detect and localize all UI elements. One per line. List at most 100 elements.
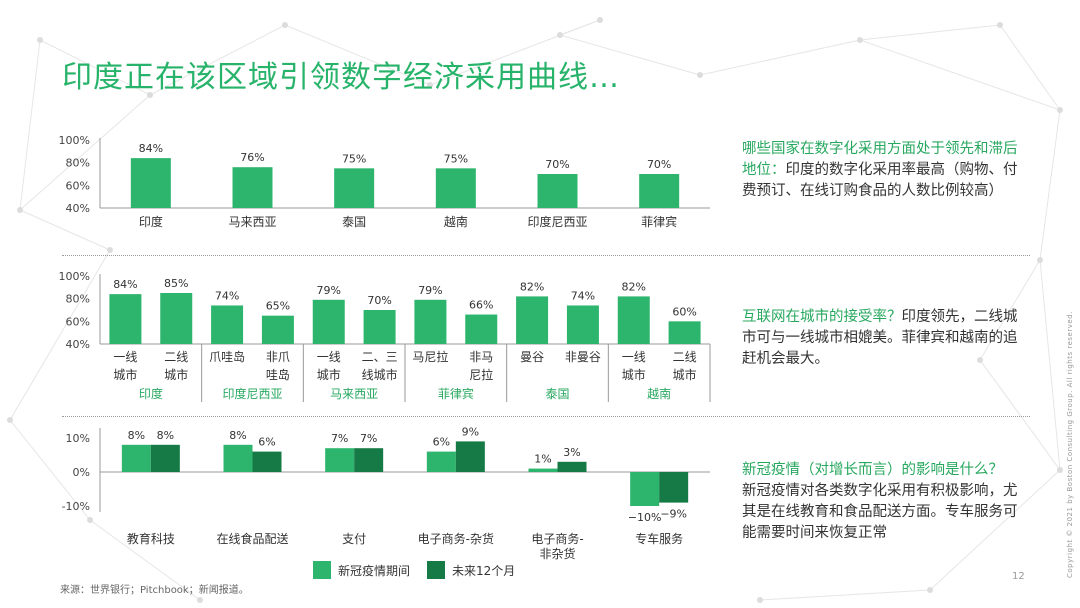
network-node (147, 92, 153, 98)
data-label: 79% (317, 284, 341, 297)
data-label: 75% (444, 152, 468, 165)
bar (668, 321, 701, 344)
data-label: 8% (128, 429, 145, 442)
data-label: 85% (164, 277, 188, 290)
network-node (857, 37, 863, 43)
page-number: 12 (1012, 571, 1025, 582)
network-node (87, 517, 93, 523)
network-line (979, 359, 1061, 471)
network-node (977, 357, 983, 363)
data-label: 8% (157, 429, 174, 442)
network-node (107, 247, 113, 253)
group-label: 越南 (647, 386, 671, 401)
category-label: 二、三 (362, 350, 398, 364)
network-node (1037, 257, 1043, 263)
chart-covid-impact: 10% 0% -10% 8% 8% 教育科技 8% 6% 在线食品配送 7% 7% 支付 6% 9% 电子商… (62, 425, 710, 561)
group-label: 泰国 (545, 387, 569, 401)
bar (557, 461, 587, 472)
bar (354, 448, 384, 472)
category-label: 泰国 (342, 215, 366, 229)
category-label: 曼谷 (520, 350, 544, 364)
category-label: 哇岛 (266, 367, 290, 382)
network-node (197, 597, 203, 603)
data-label: 76% (240, 151, 264, 164)
bar (617, 296, 650, 344)
network-line (929, 469, 1061, 591)
network-line (19, 209, 111, 251)
category-label: 非马 (469, 350, 493, 364)
data-label: −9% (660, 508, 687, 521)
y-tick-label: 100% (59, 134, 90, 147)
bar (121, 444, 151, 472)
data-label: 84% (139, 142, 163, 155)
network-line (89, 519, 201, 601)
data-label: 82% (520, 280, 544, 293)
bar (211, 305, 244, 344)
category-label: 在线食品配送 (216, 531, 288, 546)
network-node (697, 72, 703, 78)
network-line (699, 39, 861, 76)
data-label: 84% (113, 278, 137, 291)
legend-swatch (313, 561, 331, 579)
data-label: 1% (534, 453, 551, 466)
bar (252, 451, 282, 472)
data-label: 82% (622, 280, 646, 293)
bar (334, 168, 375, 208)
bar (639, 174, 680, 208)
category-label: 越南 (444, 214, 468, 229)
y-tick-label: 40% (66, 338, 90, 351)
network-line (19, 39, 41, 211)
category-label: 电子商务-杂货 (418, 531, 494, 546)
category-label: 一线 (622, 350, 646, 364)
category-label: 二线 (673, 350, 697, 364)
category-label: 马尼拉 (412, 349, 448, 364)
legend-label: 新冠疫情期间 (338, 563, 411, 578)
category-label: 马来西亚 (228, 215, 276, 229)
network-line (1039, 259, 1061, 471)
network-node (427, 82, 433, 88)
data-label: 70% (647, 158, 671, 171)
network-node (597, 17, 603, 23)
y-tick-label: 10% (66, 432, 90, 445)
category-label: 线城市 (362, 367, 398, 382)
note-leaders: 哪些国家在数字化采用方面处于领先和滞后地位：印度的数字化采用率最高（购物、付费预… (742, 139, 1027, 202)
category-label: 尼拉 (469, 367, 493, 382)
bar (516, 296, 549, 344)
bar (130, 158, 171, 208)
network-line (1039, 109, 1061, 261)
bar (232, 167, 273, 208)
group-label: 马来西亚 (330, 387, 378, 401)
data-label: 65% (266, 300, 290, 313)
y-tick-label: 100% (59, 270, 90, 283)
network-node (927, 587, 933, 593)
category-label: 菲律宾 (641, 214, 677, 229)
network-node (1057, 467, 1063, 473)
network-line (859, 39, 1061, 111)
network-line (559, 19, 601, 36)
note-question: 互联网在城市的接受率？ (742, 309, 902, 325)
category-label: 爪哇岛 (209, 349, 245, 364)
bar (566, 305, 599, 344)
bar (160, 293, 193, 344)
network-node (7, 417, 13, 423)
copyright-notice: Copyright © 2021 by Boston Consulting Gr… (1066, 311, 1074, 578)
note-city-acceptance: 互联网在城市的接受率？印度领先，二线城市可与一线城市相媲美。菲律宾和越南的追赶机… (742, 307, 1027, 370)
network-line (149, 24, 286, 96)
y-tick-label: 60% (66, 315, 90, 328)
bar (455, 441, 485, 472)
group-label: 印度 (139, 386, 163, 401)
data-label: 70% (367, 294, 391, 307)
network-node (37, 37, 43, 43)
data-label: 74% (571, 289, 595, 302)
y-tick-label: 80% (66, 293, 90, 306)
bar (528, 468, 558, 472)
category-label: 非杂货 (539, 546, 575, 561)
network-line (284, 24, 431, 86)
category-label: 二线 (164, 350, 188, 364)
legend-label: 未来12个月 (452, 563, 516, 578)
data-label: 3% (563, 446, 580, 459)
network-line (979, 259, 1041, 361)
network-line (859, 24, 1001, 41)
category-label: 城市 (317, 367, 341, 382)
